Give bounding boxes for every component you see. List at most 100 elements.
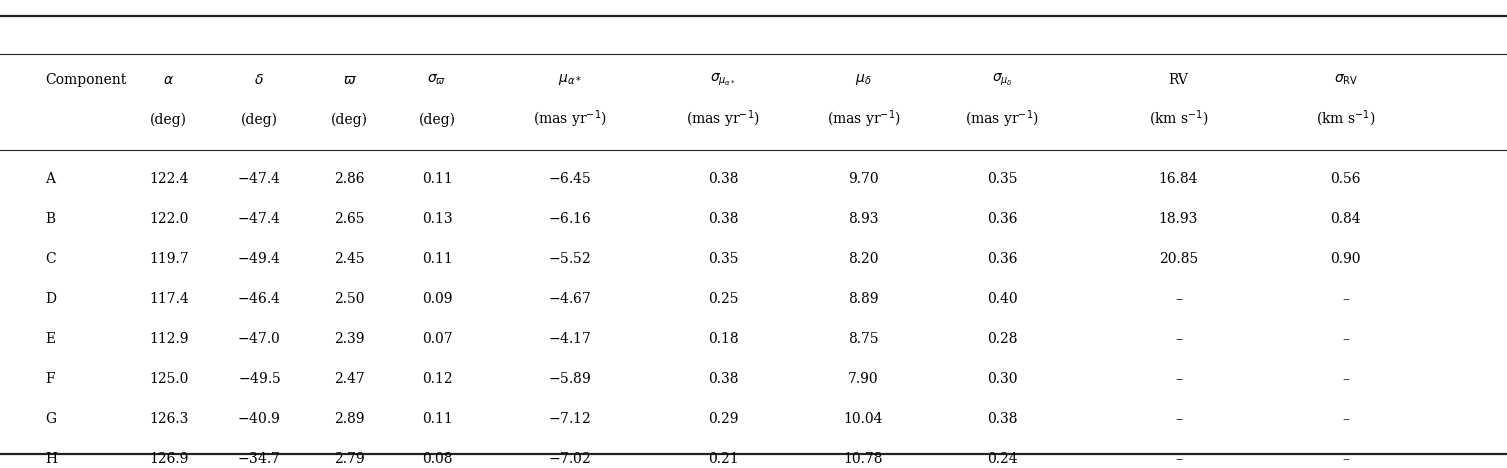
Text: 119.7: 119.7 xyxy=(149,252,188,266)
Text: $-$34.7: $-$34.7 xyxy=(238,451,280,467)
Text: (mas yr$^{-1}$): (mas yr$^{-1}$) xyxy=(686,109,761,130)
Text: G: G xyxy=(45,412,56,426)
Text: –: – xyxy=(1175,292,1181,306)
Text: A: A xyxy=(45,172,56,186)
Text: 0.90: 0.90 xyxy=(1331,252,1361,266)
Text: 8.20: 8.20 xyxy=(848,252,879,266)
Text: (mas yr$^{-1}$): (mas yr$^{-1}$) xyxy=(532,109,607,130)
Text: 2.89: 2.89 xyxy=(335,412,365,426)
Text: $\sigma_{\mu_{\alpha*}}$: $\sigma_{\mu_{\alpha*}}$ xyxy=(710,72,737,88)
Text: $\mu_{\alpha*}$: $\mu_{\alpha*}$ xyxy=(558,72,582,87)
Text: 9.70: 9.70 xyxy=(848,172,879,186)
Text: 0.28: 0.28 xyxy=(987,332,1017,346)
Text: 122.4: 122.4 xyxy=(149,172,188,186)
Text: (deg): (deg) xyxy=(332,112,368,126)
Text: –: – xyxy=(1343,452,1349,466)
Text: $-$47.4: $-$47.4 xyxy=(237,211,282,227)
Text: D: D xyxy=(45,292,56,306)
Text: 0.30: 0.30 xyxy=(987,372,1017,386)
Text: –: – xyxy=(1343,372,1349,386)
Text: 16.84: 16.84 xyxy=(1159,172,1198,186)
Text: H: H xyxy=(45,452,57,466)
Text: 0.11: 0.11 xyxy=(422,252,452,266)
Text: 18.93: 18.93 xyxy=(1159,212,1198,226)
Text: RV: RV xyxy=(1168,73,1189,87)
Text: F: F xyxy=(45,372,54,386)
Text: (mas yr$^{-1}$): (mas yr$^{-1}$) xyxy=(826,109,901,130)
Text: $\sigma_{\mu_{\delta}}$: $\sigma_{\mu_{\delta}}$ xyxy=(992,72,1013,88)
Text: (mas yr$^{-1}$): (mas yr$^{-1}$) xyxy=(964,109,1040,130)
Text: 7.90: 7.90 xyxy=(848,372,879,386)
Text: $-$7.02: $-$7.02 xyxy=(549,451,591,467)
Text: 0.21: 0.21 xyxy=(708,452,738,466)
Text: 20.85: 20.85 xyxy=(1159,252,1198,266)
Text: 0.35: 0.35 xyxy=(708,252,738,266)
Text: 117.4: 117.4 xyxy=(149,292,188,306)
Text: 2.50: 2.50 xyxy=(335,292,365,306)
Text: 2.45: 2.45 xyxy=(335,252,365,266)
Text: $-$7.12: $-$7.12 xyxy=(549,411,591,426)
Text: $-$6.16: $-$6.16 xyxy=(549,211,591,227)
Text: 0.12: 0.12 xyxy=(422,372,452,386)
Text: 0.40: 0.40 xyxy=(987,292,1017,306)
Text: 0.09: 0.09 xyxy=(422,292,452,306)
Text: $-$46.4: $-$46.4 xyxy=(237,291,282,307)
Text: 0.11: 0.11 xyxy=(422,412,452,426)
Text: 0.38: 0.38 xyxy=(987,412,1017,426)
Text: 10.04: 10.04 xyxy=(844,412,883,426)
Text: –: – xyxy=(1343,292,1349,306)
Text: $\sigma_{\varpi}$: $\sigma_{\varpi}$ xyxy=(428,73,446,87)
Text: 2.86: 2.86 xyxy=(335,172,365,186)
Text: 0.13: 0.13 xyxy=(422,212,452,226)
Text: 0.07: 0.07 xyxy=(422,332,452,346)
Text: 0.36: 0.36 xyxy=(987,212,1017,226)
Text: 112.9: 112.9 xyxy=(149,332,188,346)
Text: –: – xyxy=(1175,412,1181,426)
Text: 0.35: 0.35 xyxy=(987,172,1017,186)
Text: 0.25: 0.25 xyxy=(708,292,738,306)
Text: 8.93: 8.93 xyxy=(848,212,879,226)
Text: $\alpha$: $\alpha$ xyxy=(163,73,175,87)
Text: $-$6.45: $-$6.45 xyxy=(549,171,591,186)
Text: $\sigma_{\rm RV}$: $\sigma_{\rm RV}$ xyxy=(1334,73,1358,87)
Text: –: – xyxy=(1175,452,1181,466)
Text: $-$4.17: $-$4.17 xyxy=(549,331,591,346)
Text: 0.38: 0.38 xyxy=(708,372,738,386)
Text: B: B xyxy=(45,212,56,226)
Text: 2.39: 2.39 xyxy=(335,332,365,346)
Text: 126.9: 126.9 xyxy=(149,452,188,466)
Text: 122.0: 122.0 xyxy=(149,212,188,226)
Text: 0.24: 0.24 xyxy=(987,452,1017,466)
Text: 8.89: 8.89 xyxy=(848,292,879,306)
Text: 0.38: 0.38 xyxy=(708,212,738,226)
Text: 10.78: 10.78 xyxy=(844,452,883,466)
Text: $-$5.52: $-$5.52 xyxy=(549,251,591,266)
Text: 0.36: 0.36 xyxy=(987,252,1017,266)
Text: $\varpi$: $\varpi$ xyxy=(342,73,357,87)
Text: $\delta$: $\delta$ xyxy=(255,73,264,87)
Text: –: – xyxy=(1343,332,1349,346)
Text: 0.29: 0.29 xyxy=(708,412,738,426)
Text: 2.47: 2.47 xyxy=(335,372,365,386)
Text: 125.0: 125.0 xyxy=(149,372,188,386)
Text: (km s$^{-1}$): (km s$^{-1}$) xyxy=(1148,109,1209,130)
Text: $-$40.9: $-$40.9 xyxy=(238,411,280,426)
Text: C: C xyxy=(45,252,56,266)
Text: $-$4.67: $-$4.67 xyxy=(549,291,591,307)
Text: –: – xyxy=(1175,332,1181,346)
Text: $-$49.5: $-$49.5 xyxy=(238,371,280,387)
Text: $\mu_{\delta}$: $\mu_{\delta}$ xyxy=(856,72,871,87)
Text: 0.84: 0.84 xyxy=(1331,212,1361,226)
Text: 2.65: 2.65 xyxy=(335,212,365,226)
Text: –: – xyxy=(1175,372,1181,386)
Text: $-$47.4: $-$47.4 xyxy=(237,171,282,186)
Text: 0.38: 0.38 xyxy=(708,172,738,186)
Text: $-$5.89: $-$5.89 xyxy=(549,371,591,387)
Text: (deg): (deg) xyxy=(419,112,455,126)
Text: (km s$^{-1}$): (km s$^{-1}$) xyxy=(1316,109,1376,130)
Text: –: – xyxy=(1343,412,1349,426)
Text: 0.18: 0.18 xyxy=(708,332,738,346)
Text: 2.79: 2.79 xyxy=(335,452,365,466)
Text: $-$47.0: $-$47.0 xyxy=(238,331,280,346)
Text: Component: Component xyxy=(45,73,127,87)
